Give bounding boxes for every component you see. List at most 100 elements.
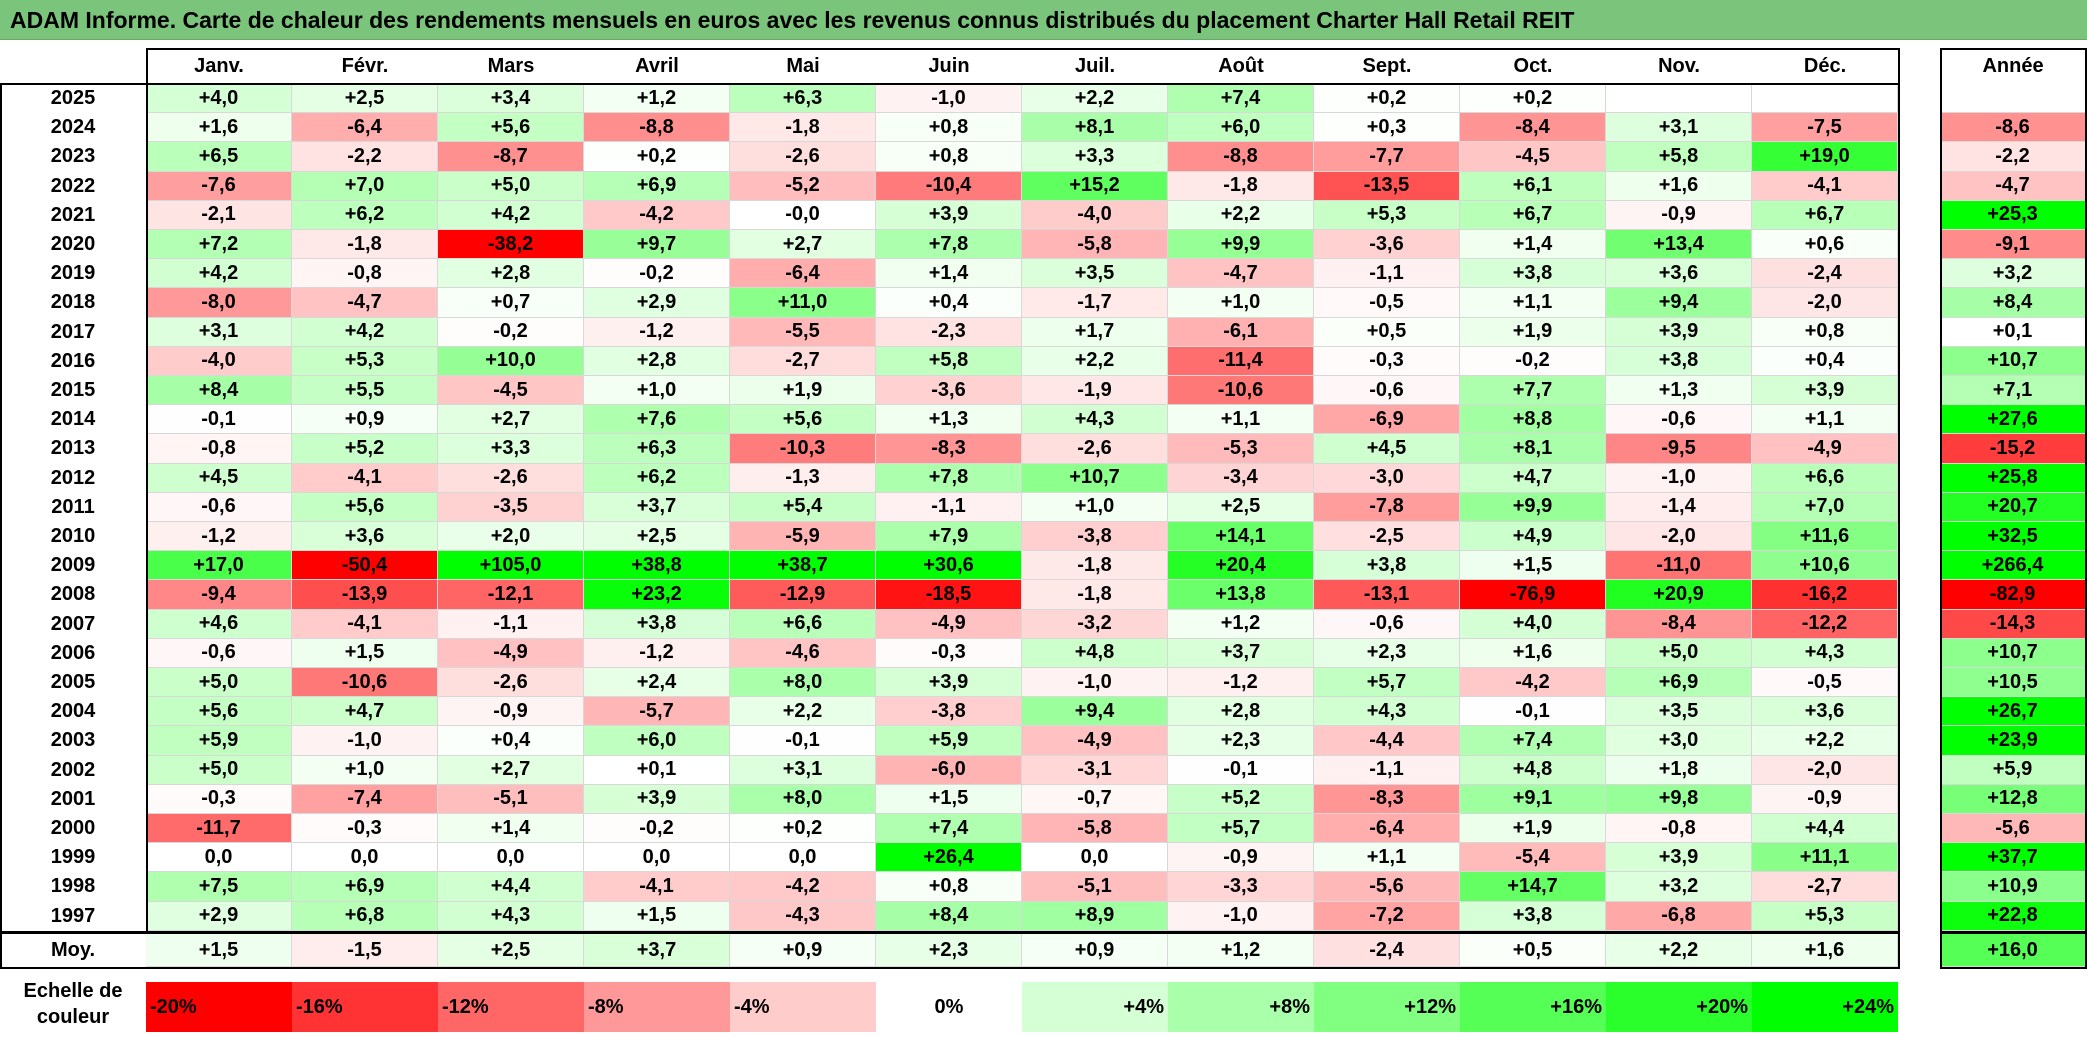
heatmap-cell: +5,8 [1606, 142, 1752, 172]
annual-cell: +25,8 [1940, 463, 2086, 493]
heatmap-cell: +11,6 [1752, 522, 1898, 552]
year-label: 2023 [50, 145, 96, 168]
heatmap-cell: +6,9 [292, 872, 438, 902]
heatmap-cell: +2,2 [730, 697, 876, 727]
heatmap-cell: +26,4 [876, 843, 1022, 873]
heatmap-cell: -4,1 [292, 463, 438, 493]
column-header: Mai [786, 54, 820, 77]
heatmap-cell: -1,8 [1168, 171, 1314, 201]
heatmap-cell: -2,6 [438, 668, 584, 698]
heatmap-cell: +11,1 [1752, 843, 1898, 873]
heatmap-cell: +0,8 [876, 142, 1022, 172]
heatmap-cell: -13,9 [292, 580, 438, 610]
heatmap-cell: -0,1 [1168, 755, 1314, 785]
heatmap-cell: -3,6 [876, 376, 1022, 406]
heatmap-cell: -50,4 [292, 551, 438, 581]
heatmap-cell: -0,8 [292, 259, 438, 289]
annual-cell [1940, 84, 2086, 114]
year-label: 2018 [50, 291, 96, 314]
heatmap-cell: +5,6 [146, 697, 292, 727]
heatmap-cell: -7,7 [1314, 142, 1460, 172]
annual-cell: -15,2 [1940, 434, 2086, 464]
heatmap-cell: -0,6 [1606, 405, 1752, 435]
annual-cell: -8,6 [1940, 113, 2086, 143]
heatmap-cell: 0,0 [146, 843, 292, 873]
heatmap-cell: -1,0 [1168, 901, 1314, 931]
heatmap-cell: -0,6 [146, 638, 292, 668]
heatmap-cell: +4,3 [1314, 697, 1460, 727]
heatmap-cell: +5,0 [438, 171, 584, 201]
heatmap-cell: -2,6 [730, 142, 876, 172]
column-header: Janv. [194, 54, 244, 77]
heatmap-cell: -4,0 [1022, 200, 1168, 230]
heatmap-cell: -0,5 [1314, 288, 1460, 318]
heatmap-cell: -13,5 [1314, 171, 1460, 201]
heatmap-cell: +1,2 [584, 84, 730, 114]
year-label: 1998 [50, 875, 96, 898]
heatmap-cell: +7,7 [1460, 376, 1606, 406]
heatmap-cell: +5,0 [146, 668, 292, 698]
heatmap-cell: +0,2 [584, 142, 730, 172]
color-scale-swatch: +8% [1168, 982, 1314, 1032]
heatmap-cell: -0,3 [876, 638, 1022, 668]
heatmap-cell: +4,7 [292, 697, 438, 727]
heatmap-cell: -0,9 [1752, 784, 1898, 814]
heatmap-cell: -1,8 [730, 113, 876, 143]
heatmap-cell: -2,5 [1314, 522, 1460, 552]
heatmap-cell: -12,2 [1752, 609, 1898, 639]
heatmap-cell: -3,8 [1022, 522, 1168, 552]
heatmap-cell: -6,8 [1606, 901, 1752, 931]
heatmap-cell: -5,9 [730, 522, 876, 552]
heatmap-cell: +1,9 [1460, 317, 1606, 347]
annual-cell: +22,8 [1940, 901, 2086, 931]
heatmap-cell: +1,4 [876, 259, 1022, 289]
heatmap-cell: +6,0 [584, 726, 730, 756]
column-header: Juil. [1074, 54, 1115, 77]
column-header: Sept. [1362, 54, 1412, 77]
heatmap-cell: -4,7 [1168, 259, 1314, 289]
average-cell: +0,9 [1022, 934, 1168, 967]
heatmap-cell: -76,9 [1460, 580, 1606, 610]
year-label: 2021 [50, 203, 96, 226]
heatmap-cell: +3,2 [1606, 872, 1752, 902]
year-label: 2012 [50, 466, 96, 489]
heatmap-cell: +3,0 [1606, 726, 1752, 756]
heatmap-cell: -4,1 [584, 872, 730, 902]
heatmap-cell: -4,5 [438, 376, 584, 406]
heatmap-cell: -1,8 [1022, 551, 1168, 581]
year-label: 2010 [50, 525, 96, 548]
heatmap-cell: +1,0 [1168, 288, 1314, 318]
heatmap-cell: -2,0 [1752, 755, 1898, 785]
heatmap-cell: -0,2 [438, 317, 584, 347]
year-label: 2013 [50, 437, 96, 460]
heatmap-cell: -7,5 [1752, 113, 1898, 143]
heatmap-cell: -1,8 [292, 230, 438, 260]
heatmap-cell: +13,8 [1168, 580, 1314, 610]
color-scale-swatch: +24% [1752, 982, 1898, 1032]
heatmap-cell: +6,6 [1752, 463, 1898, 493]
heatmap-cell: +1,5 [292, 638, 438, 668]
heatmap-cell: -7,6 [146, 171, 292, 201]
year-label: 2001 [50, 787, 96, 810]
heatmap-cell: +4,2 [292, 317, 438, 347]
year-label: 1999 [50, 846, 96, 869]
year-label: 2014 [50, 408, 96, 431]
heatmap-cell: -3,2 [1022, 609, 1168, 639]
heatmap-cell: -4,2 [584, 200, 730, 230]
heatmap-cell: +5,2 [292, 434, 438, 464]
annual-cell: +10,7 [1940, 638, 2086, 668]
year-label: 2003 [50, 729, 96, 752]
annual-cell: +8,4 [1940, 288, 2086, 318]
heatmap-cell: -5,3 [1168, 434, 1314, 464]
heatmap-cell: +6,1 [1460, 171, 1606, 201]
year-label: 1997 [50, 904, 96, 927]
heatmap-cell: -8,8 [1168, 142, 1314, 172]
heatmap-cell: -10,6 [292, 668, 438, 698]
heatmap-cell: +5,3 [1752, 901, 1898, 931]
heatmap-cell: +38,8 [584, 551, 730, 581]
heatmap-cell: +6,9 [584, 171, 730, 201]
heatmap-cell: +1,5 [1460, 551, 1606, 581]
heatmap-cell: -1,1 [1314, 259, 1460, 289]
heatmap-cell: +6,7 [1460, 200, 1606, 230]
heatmap-cell: +0,1 [584, 755, 730, 785]
